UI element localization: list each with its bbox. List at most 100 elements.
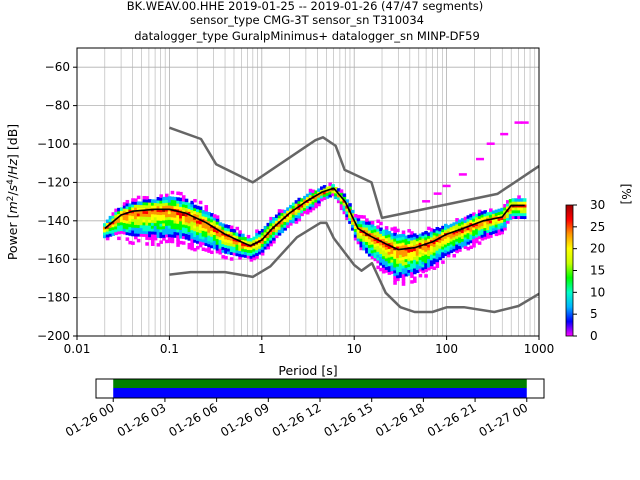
colorbar-tick-label: 5 <box>590 307 598 321</box>
density-cell <box>435 264 440 268</box>
density-cell <box>117 222 121 226</box>
density-cell <box>384 237 389 242</box>
density-cell <box>266 225 271 230</box>
density-cell <box>398 274 403 278</box>
density-cell <box>477 232 482 237</box>
density-cell <box>125 223 130 227</box>
density-cell <box>328 191 333 195</box>
density-cell <box>221 246 225 250</box>
density-cell <box>297 209 302 213</box>
density-cell <box>438 227 442 232</box>
density-cell <box>145 201 149 206</box>
density-cell <box>404 238 409 242</box>
density-cell <box>227 236 231 240</box>
density-cell <box>119 218 124 223</box>
density-cell <box>212 214 217 218</box>
density-cell <box>410 280 414 284</box>
density-cell <box>210 233 214 237</box>
density-cell <box>401 250 406 255</box>
density-cell <box>387 233 392 238</box>
density-cell <box>170 231 175 235</box>
density-cell <box>150 202 155 206</box>
density-cell <box>277 229 282 233</box>
density-cell <box>441 225 445 230</box>
density-cell <box>446 253 451 258</box>
density-cell <box>410 239 414 244</box>
density-cell <box>356 214 361 219</box>
density-cell <box>514 215 519 219</box>
density-cell <box>424 236 428 241</box>
density-cell <box>469 236 473 241</box>
coverage-bar-bottom <box>113 388 527 398</box>
density-cell <box>522 198 527 202</box>
density-cell <box>396 268 400 273</box>
density-cell <box>196 223 200 227</box>
density-cell <box>117 216 121 220</box>
density-cell <box>491 227 496 232</box>
density-cell <box>460 229 465 234</box>
density-cell <box>469 222 473 226</box>
density-cell <box>379 230 383 234</box>
density-cell <box>167 216 172 220</box>
density-cell <box>421 263 426 268</box>
density-cell <box>415 249 420 253</box>
density-cell <box>390 261 395 266</box>
density-cell <box>153 219 158 224</box>
density-cell <box>396 245 400 250</box>
density-cell <box>331 192 335 197</box>
density-cell <box>398 242 403 247</box>
density-cell <box>514 201 519 205</box>
density-cell <box>201 215 206 220</box>
density-cell <box>390 250 395 254</box>
density-cell <box>210 213 214 217</box>
density-cell <box>277 209 282 213</box>
noise-models <box>168 126 539 314</box>
density-cell <box>351 209 355 214</box>
density-cell <box>359 243 364 248</box>
density-cell <box>181 209 186 214</box>
density-cell <box>489 225 493 230</box>
density-cell <box>308 208 313 213</box>
density-cell <box>413 233 417 237</box>
density-cell <box>122 216 127 221</box>
density-cell <box>367 221 372 225</box>
density-cell <box>339 200 344 205</box>
density-cell <box>508 201 513 206</box>
density-cell <box>108 227 113 231</box>
density-cell <box>489 208 493 212</box>
density-cell <box>514 212 519 217</box>
density-cell <box>463 234 468 238</box>
density-cell <box>229 245 234 250</box>
density-cell <box>190 226 194 231</box>
density-cell <box>212 231 217 235</box>
density-cell <box>390 264 395 269</box>
density-cell <box>505 211 510 216</box>
density-cell <box>477 241 482 245</box>
density-cell <box>404 241 409 245</box>
density-cell <box>505 214 510 218</box>
density-cell <box>294 220 299 224</box>
density-cell <box>494 218 499 222</box>
density-cell <box>241 236 245 241</box>
density-cell <box>286 224 290 229</box>
density-cell <box>103 231 107 236</box>
density-cell <box>466 218 471 222</box>
density-cell <box>280 226 285 231</box>
density-cell <box>413 267 417 272</box>
y-tick-label: −200 <box>37 329 70 343</box>
density-cell <box>111 232 116 236</box>
density-cell <box>376 259 380 264</box>
density-cell <box>336 193 341 198</box>
density-cell <box>517 212 521 217</box>
density-cell <box>227 224 231 229</box>
density-cell <box>311 198 316 202</box>
density-cell <box>291 211 296 215</box>
density-cell <box>398 254 403 258</box>
density-cell <box>393 226 397 231</box>
density-cell <box>517 209 521 214</box>
density-cell <box>252 251 256 255</box>
density-cell <box>474 236 479 241</box>
density-cell <box>221 229 225 233</box>
density-cell <box>193 198 197 203</box>
density-cell <box>458 231 462 235</box>
